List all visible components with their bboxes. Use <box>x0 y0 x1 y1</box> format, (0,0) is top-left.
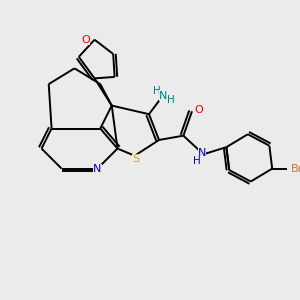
Text: O: O <box>82 35 90 45</box>
Text: H: H <box>167 95 175 105</box>
Text: N: N <box>93 164 102 174</box>
Text: H: H <box>153 86 160 96</box>
Text: Br: Br <box>290 164 300 174</box>
Text: S: S <box>133 154 140 164</box>
Text: O: O <box>195 105 204 115</box>
Text: N: N <box>198 148 206 158</box>
Text: H: H <box>193 157 201 166</box>
Text: N: N <box>159 91 167 100</box>
